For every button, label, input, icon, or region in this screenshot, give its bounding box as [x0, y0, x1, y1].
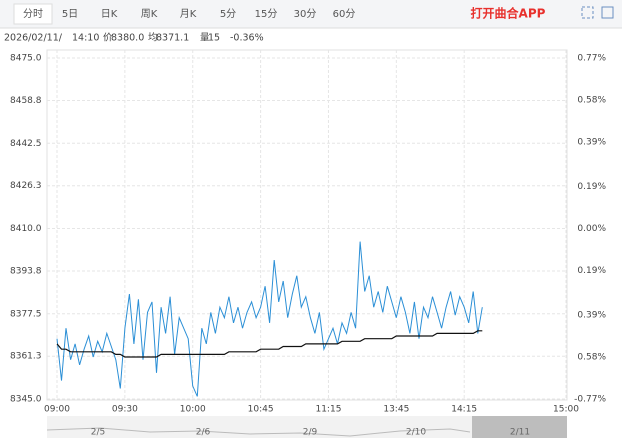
tab[interactable]: 月K	[180, 8, 197, 20]
navigator-trace	[46, 427, 471, 437]
info-field: 量	[200, 33, 210, 44]
x-tick-label: 14:15	[451, 405, 477, 415]
price-line	[56, 241, 483, 397]
x-tick-label: 13:45	[383, 405, 409, 415]
info-field: 15	[208, 33, 220, 44]
y-tick-label: 8442.5	[10, 139, 42, 149]
y-tick-label: 8393.8	[10, 266, 42, 276]
y-tick-label: 8426.3	[10, 181, 42, 191]
navigator-date: 2/10	[406, 428, 426, 438]
y2-tick-label: 0.39%	[577, 138, 606, 148]
y2-tick-label: 0.00%	[577, 224, 606, 234]
y2-tick-label: 0.58%	[577, 96, 606, 106]
tab[interactable]: 30分	[294, 8, 317, 20]
navigator-date: 2/5	[91, 428, 105, 438]
x-tick-label: 15:00	[553, 405, 579, 415]
x-tick-label: 11:15	[315, 405, 341, 415]
y-tick-label: 8345.0	[10, 395, 42, 405]
info-field: 均	[148, 32, 158, 44]
info-field: 2026/02/11/	[4, 33, 63, 44]
info-field: 价	[103, 33, 113, 44]
tab[interactable]: 日K	[101, 9, 118, 20]
y-tick-label: 8361.3	[10, 352, 42, 362]
tab[interactable]: 分时	[23, 8, 43, 20]
y-tick-label: 8475.0	[10, 54, 42, 64]
y2-tick-label: 0.58%	[577, 352, 606, 362]
y2-tick-label: 0.39%	[577, 310, 606, 320]
tab[interactable]: 15分	[255, 8, 278, 20]
navigator-date: 2/6	[196, 428, 211, 438]
x-tick-label: 10:00	[180, 405, 206, 415]
plot: 8475.0 8458.8 8442.5 8426.3 8410.0 8393.8 8377…	[10, 50, 606, 415]
navigator	[47, 416, 567, 438]
y2-tick-label: -0.77%	[574, 395, 606, 405]
info-field: 8371.1	[156, 33, 189, 44]
tab[interactable]: 5分	[220, 8, 236, 20]
plot-frame	[46, 49, 568, 401]
info-field: 14:10	[72, 33, 99, 44]
navigator-window[interactable]	[472, 416, 567, 438]
y2-tick-label: 0.19%	[577, 266, 606, 276]
x-tick-label: 09:00	[44, 405, 70, 415]
tab[interactable]: 60分	[333, 8, 356, 20]
tab-selected-box	[13, 3, 53, 25]
fullscreen-icon[interactable]	[581, 6, 594, 19]
tab-bar	[0, 0, 622, 28]
y-tick-label: 8410.0	[10, 224, 42, 234]
settings-icon[interactable]	[601, 6, 614, 19]
navigator-dates: 2/5 2/6 2/9 2/10 2/11	[91, 428, 530, 438]
tab[interactable]: 5日	[62, 9, 78, 20]
tabs: 分时 5日 日K 周K 月K 5分 15分 30分 60分	[23, 8, 355, 20]
navigator-date: 2/11	[510, 428, 530, 438]
info-field: 8380.0	[111, 33, 144, 44]
average-line	[56, 330, 483, 358]
open-app-link[interactable]: 打开曲合APP	[471, 6, 546, 21]
navigator-date: 2/9	[303, 428, 318, 438]
x-tick-label: 10:45	[248, 405, 274, 415]
y2-tick-label: 0.77%	[577, 54, 606, 64]
tab[interactable]: 周K	[141, 8, 158, 20]
y-tick-label: 8458.8	[10, 96, 42, 106]
y2-tick-label: 0.19%	[577, 182, 606, 192]
y-tick-label: 8377.5	[10, 309, 42, 319]
x-tick-label: 09:30	[112, 405, 138, 415]
info-field: -0.36%	[230, 33, 264, 44]
